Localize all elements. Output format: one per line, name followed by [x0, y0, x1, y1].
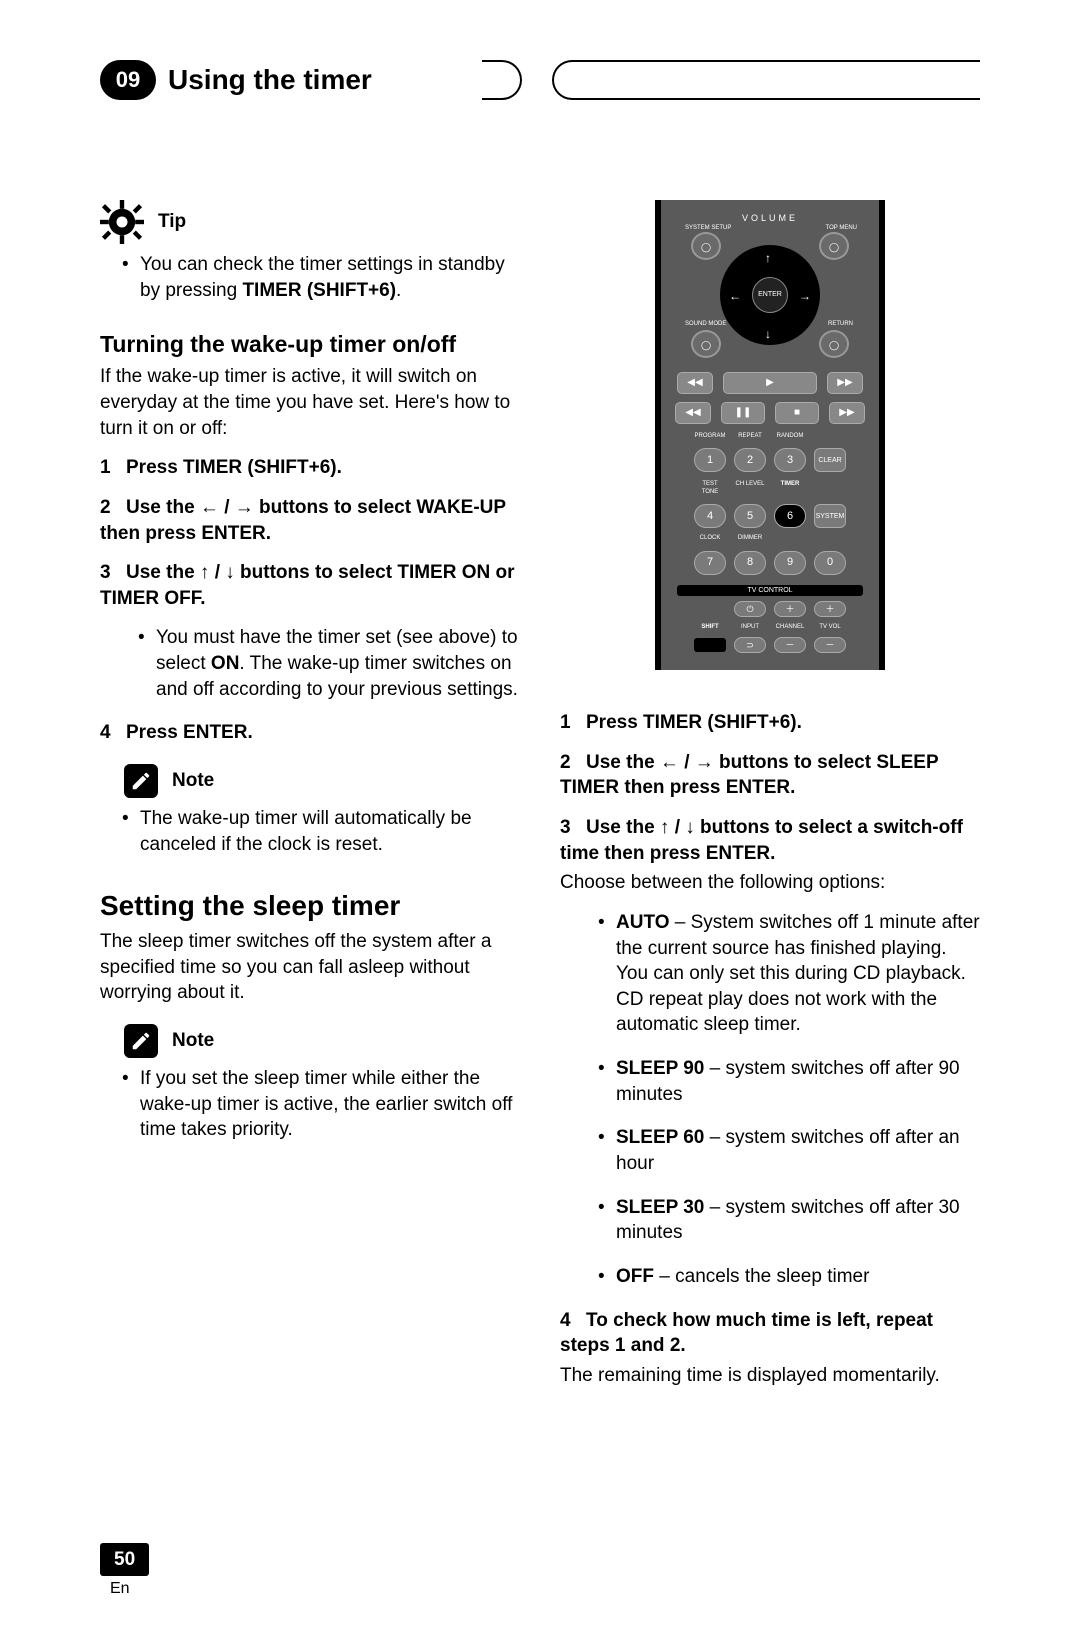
remote-up: ↑	[765, 250, 771, 266]
remote-input: ⊃	[734, 637, 766, 653]
remote-9: 9	[774, 551, 806, 575]
header-bracket-right	[552, 60, 980, 100]
remote-play: ▶	[723, 372, 817, 394]
remote-pause: ❚❚	[721, 402, 765, 424]
right-step1: 1Press TIMER (SHIFT+6).	[560, 710, 980, 736]
remote-system: SYSTEM	[814, 504, 846, 528]
tip-header: Tip	[100, 200, 520, 244]
pencil-note-icon	[124, 764, 158, 798]
section1-step3-note: You must have the timer set (see above) …	[100, 625, 520, 702]
remote-return: ◯	[819, 330, 849, 358]
left-column: Tip You can check the timer settings in …	[100, 200, 520, 1403]
remote-left: ←	[729, 288, 741, 304]
remote-clear: CLEAR	[814, 448, 846, 472]
section1-step3: 3Use the ↑ / ↓ buttons to select TIMER O…	[100, 560, 520, 611]
note2-label: Note	[172, 1028, 214, 1054]
remote-prev: ◀◀	[677, 372, 713, 394]
remote-8: 8	[734, 551, 766, 575]
right-column: VOLUME SYSTEM SETUP TOP MENU SOUND MODE …	[560, 200, 980, 1403]
page-footer: 50 En	[100, 1543, 980, 1600]
remote-1: 1	[694, 448, 726, 472]
remote-next: ▶▶	[827, 372, 863, 394]
right-step3-sub: Choose between the following options:	[560, 870, 980, 896]
remote-ff: ▶▶	[829, 402, 865, 424]
page-header: 09 Using the timer	[100, 60, 980, 100]
remote-tv-control-label: TV CONTROL	[677, 585, 863, 596]
opt-auto: AUTO – System switches off 1 minute afte…	[594, 910, 980, 1038]
section-sleep-timer: Setting the sleep timer	[100, 887, 520, 925]
note2-text: If you set the sleep timer while either …	[100, 1066, 520, 1143]
opt-sleep90: SLEEP 90 – system switches off after 90 …	[594, 1056, 980, 1107]
remote-4: 4	[694, 504, 726, 528]
section1-step1: 1Press TIMER (SHIFT+6).	[100, 455, 520, 481]
chapter-number-badge: 09	[100, 60, 156, 100]
note1-label: Note	[172, 768, 214, 794]
tip-text: You can check the timer settings in stan…	[100, 252, 520, 303]
remote-control-illustration: VOLUME SYSTEM SETUP TOP MENU SOUND MODE …	[655, 200, 885, 670]
remote-sound-mode: ◯	[691, 330, 721, 358]
remote-vol-up: ＋	[814, 601, 846, 617]
remote-5: 5	[734, 504, 766, 528]
remote-numrow-labels1: PROGRAMREPEATRANDOM	[663, 432, 877, 440]
remote-down: ↓	[765, 326, 771, 342]
chapter-title: Using the timer	[168, 61, 492, 99]
right-step4: 4To check how much time is left, repeat …	[560, 1308, 980, 1359]
note2-header: Note	[124, 1024, 520, 1058]
remote-dpad: SYSTEM SETUP TOP MENU SOUND MODE RETURN …	[685, 230, 855, 360]
remote-6-timer: 6	[774, 504, 806, 528]
remote-ch-up: ＋	[774, 601, 806, 617]
pencil-note-icon	[124, 1024, 158, 1058]
section1-step4: 4Press ENTER.	[100, 720, 520, 746]
note1-header: Note	[124, 764, 520, 798]
section-turning-wakeup: Turning the wake-up timer on/off	[100, 329, 520, 360]
opt-off: OFF – cancels the sleep timer	[594, 1264, 980, 1290]
sleep-options: AUTO – System switches off 1 minute afte…	[560, 910, 980, 1290]
right-step2: 2Use the ← / → buttons to select SLEEP T…	[560, 750, 980, 801]
remote-shift	[694, 638, 726, 652]
remote-volume-label: VOLUME	[742, 212, 798, 224]
remote-enter: ENTER	[752, 277, 788, 313]
right-step3: 3Use the ↑ / ↓ buttons to select a switc…	[560, 815, 980, 866]
header-bracket-left	[482, 60, 522, 100]
language-indicator: En	[110, 1578, 980, 1600]
section1-step2: 2Use the ← / → buttons to select WAKE-UP…	[100, 495, 520, 546]
remote-right: →	[799, 288, 811, 304]
remote-top-menu: ◯	[819, 232, 849, 260]
remote-numrow-labels2: TEST TONECH LEVELTIMER	[663, 480, 877, 496]
opt-sleep60: SLEEP 60 – system switches off after an …	[594, 1125, 980, 1176]
remote-3: 3	[774, 448, 806, 472]
opt-sleep30: SLEEP 30 – system switches off after 30 …	[594, 1195, 980, 1246]
tip-label: Tip	[158, 209, 186, 235]
page-number: 50	[100, 1543, 149, 1577]
note1-text: The wake-up timer will automatically be …	[100, 806, 520, 857]
remote-7: 7	[694, 551, 726, 575]
section2-intro: The sleep timer switches off the system …	[100, 929, 520, 1006]
gear-tip-icon	[100, 200, 144, 244]
section1-intro: If the wake-up timer is active, it will …	[100, 364, 520, 441]
remote-system-setup: ◯	[691, 232, 721, 260]
remote-tv-power: ⏻	[734, 601, 766, 617]
remote-2: 2	[734, 448, 766, 472]
remote-stop: ■	[775, 402, 819, 424]
remote-0: 0	[814, 551, 846, 575]
remote-ch-down: －	[774, 637, 806, 653]
remote-rew: ◀◀	[675, 402, 711, 424]
remote-vol-down: －	[814, 637, 846, 653]
right-step4-sub: The remaining time is displayed momentar…	[560, 1363, 980, 1389]
